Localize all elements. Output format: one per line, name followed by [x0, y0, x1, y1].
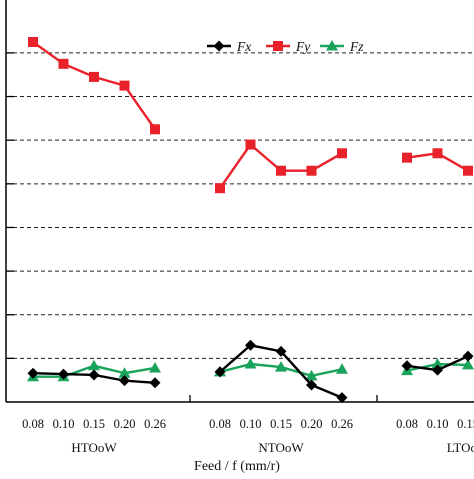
- x-tick-label: 0.20: [301, 417, 323, 431]
- x-tick-label: 0.26: [144, 417, 166, 431]
- data-point-fx: [88, 369, 100, 381]
- data-point-fx: [119, 375, 130, 387]
- data-point-fy: [306, 165, 317, 176]
- data-point-fz: [88, 359, 100, 371]
- legend-marker-fx: [213, 40, 225, 52]
- x-tick-label: 0.08: [22, 417, 44, 431]
- data-point-fz: [275, 361, 287, 372]
- data-point-fy: [245, 139, 256, 150]
- x-tick-label: 0.10: [240, 417, 262, 431]
- data-point-fx: [245, 339, 256, 351]
- data-point-fz: [462, 358, 474, 370]
- data-point-fx: [432, 364, 443, 376]
- series-line-fy: [32, 41, 156, 130]
- legend-label-fz: Fz: [349, 39, 364, 54]
- group-label: HTOoW: [71, 440, 117, 455]
- data-point-fz: [244, 358, 257, 369]
- x-axis-title: Feed / f (mm/r): [194, 459, 280, 474]
- group-label: LTOoW: [447, 440, 474, 455]
- x-tick-label: 0.20: [114, 417, 136, 431]
- data-point-fz: [118, 367, 131, 378]
- data-point-fz: [305, 369, 318, 381]
- data-point-fy: [215, 183, 225, 194]
- group-label: NTOoW: [258, 440, 304, 455]
- label-layer: 0.08 0.10 0.15 0.20 0.26 HTOoW 0.08 0.10 0.15 0.2…: [22, 417, 474, 474]
- data-point-fz: [336, 363, 348, 374]
- legend-marker-fy: [273, 41, 283, 51]
- data-point-fx: [336, 392, 348, 404]
- legend-marker-fz: [326, 40, 338, 51]
- x-tick-label: 0.10: [53, 417, 75, 431]
- data-point-fy: [119, 80, 130, 91]
- x-tick-label: 0.15: [457, 417, 474, 431]
- series-layer: [27, 37, 474, 404]
- x-tick-label: 0.10: [427, 417, 449, 431]
- data-point-fx: [401, 360, 413, 372]
- data-point-fy: [28, 37, 38, 47]
- data-point-fy: [58, 58, 69, 69]
- x-tick-label: 0.08: [396, 417, 418, 431]
- legend-label-fx: Fx: [236, 39, 251, 54]
- axis-layer: [5, 0, 474, 403]
- data-point-fx: [58, 368, 69, 380]
- data-point-fx: [306, 379, 317, 391]
- x-tick-label: 0.26: [331, 417, 353, 431]
- data-point-fy: [432, 148, 443, 159]
- data-point-fx: [462, 350, 474, 362]
- data-point-fy: [463, 165, 473, 176]
- data-point-fz: [431, 358, 444, 369]
- x-tick-label: 0.08: [209, 417, 231, 431]
- grid-layer: [6, 52, 474, 359]
- data-point-fy: [402, 152, 412, 163]
- legend: Fx Fy Fz: [207, 39, 364, 54]
- data-point-fy: [150, 124, 160, 135]
- legend-label-fy: Fy: [295, 39, 310, 54]
- data-point-fy: [89, 71, 99, 82]
- data-point-fy: [337, 148, 347, 159]
- data-point-fx: [275, 345, 287, 357]
- data-point-fx: [149, 377, 161, 389]
- data-point-fx: [214, 366, 226, 378]
- data-point-fx: [27, 367, 39, 379]
- data-point-fz: [149, 361, 161, 373]
- x-tick-label: 0.15: [83, 417, 105, 431]
- data-point-fy: [276, 165, 286, 176]
- x-tick-label: 0.15: [270, 417, 292, 431]
